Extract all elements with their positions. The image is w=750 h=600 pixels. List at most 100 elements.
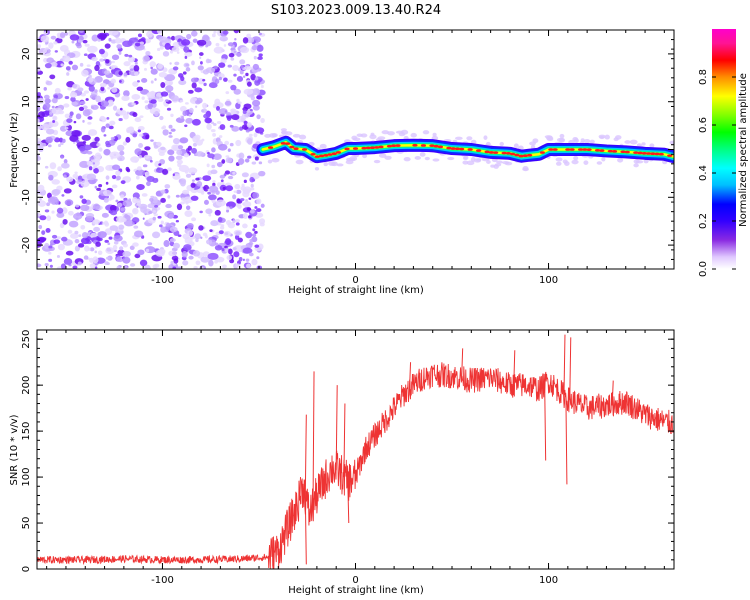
noise-speck — [224, 170, 231, 175]
noise-speck — [236, 76, 244, 82]
noise-speck — [191, 82, 197, 89]
noise-speck — [225, 91, 230, 95]
snr-dip — [565, 397, 568, 485]
noise-speck — [63, 174, 67, 178]
noise-speck — [150, 68, 158, 75]
noise-speck — [78, 106, 85, 112]
noise-speck — [206, 123, 212, 130]
noise-speck — [202, 175, 212, 182]
noise-speck — [233, 190, 238, 193]
noise-speck — [237, 204, 242, 210]
track-core — [412, 143, 418, 147]
noise-speck — [66, 72, 70, 76]
noise-speck — [44, 262, 49, 267]
noise-speck — [119, 79, 122, 83]
noise-speck — [134, 253, 141, 259]
noise-speck — [205, 44, 209, 48]
noise-speck — [202, 34, 210, 42]
track-halo — [299, 134, 307, 140]
track-core — [586, 148, 592, 151]
noise-speck — [78, 234, 82, 238]
noise-speck — [208, 185, 219, 193]
noise-speck — [187, 230, 194, 236]
track-core — [582, 148, 588, 151]
spectrogram-y-tick-label: 10 — [21, 95, 32, 108]
track-core — [611, 150, 618, 153]
noise-speck — [79, 62, 84, 67]
noise-speck — [132, 133, 138, 138]
noise-speck — [81, 69, 89, 77]
track-halo — [499, 141, 504, 147]
track-core — [599, 149, 605, 152]
track-halo — [455, 136, 463, 141]
noise-speck — [88, 85, 95, 92]
noise-speck — [197, 65, 204, 71]
noise-speck — [162, 51, 170, 57]
noise-speck — [132, 81, 139, 87]
snr-spike — [299, 477, 302, 499]
noise-speck — [37, 118, 40, 123]
noise-speck — [101, 212, 109, 218]
noise-speck — [243, 103, 252, 110]
noise-speck — [137, 249, 145, 256]
noise-speck — [168, 131, 172, 135]
noise-speck — [160, 82, 166, 89]
noise-speck — [193, 265, 198, 269]
noise-speck — [251, 45, 258, 51]
noise-speck — [65, 250, 74, 256]
noise-speck — [45, 128, 55, 135]
noise-speck — [238, 152, 245, 160]
noise-speck — [190, 195, 199, 201]
noise-speck — [235, 231, 241, 236]
noise-speck — [225, 155, 230, 158]
noise-speck — [233, 251, 240, 258]
noise-speck — [115, 199, 119, 203]
noise-speck — [216, 121, 222, 125]
noise-speck — [218, 135, 223, 138]
track-core — [454, 147, 461, 151]
noise-speck — [128, 54, 133, 58]
noise-speck — [242, 37, 249, 44]
noise-speck — [210, 169, 218, 175]
noise-speck — [68, 220, 79, 228]
track-halo — [522, 166, 529, 171]
noise-speck — [85, 216, 94, 222]
noise-speck — [172, 41, 181, 48]
noise-speck — [191, 147, 198, 154]
noise-speck — [104, 228, 113, 236]
noise-speck — [180, 105, 187, 113]
noise-speck — [200, 61, 203, 65]
noise-speck — [254, 230, 258, 234]
noise-speck — [254, 206, 258, 209]
track-halo — [447, 156, 455, 161]
noise-speck — [107, 99, 114, 104]
spectrogram-x-tick-label: -100 — [151, 275, 174, 286]
noise-speck — [195, 177, 200, 181]
noise-speck — [217, 216, 223, 223]
track-halo — [422, 130, 430, 135]
noise-speck — [125, 136, 131, 143]
noise-speck — [132, 208, 137, 213]
noise-speck — [49, 112, 53, 115]
noise-speck — [183, 62, 190, 68]
track-core — [565, 148, 571, 151]
noise-speck — [92, 219, 101, 225]
noise-speck — [63, 188, 72, 194]
noise-speck — [234, 37, 237, 41]
noise-speck — [196, 181, 203, 187]
noise-speck — [67, 87, 72, 91]
noise-speck — [243, 179, 247, 184]
noise-speck — [54, 137, 61, 143]
noise-speck — [260, 203, 265, 208]
noise-speck — [176, 51, 180, 54]
noise-speck — [192, 118, 201, 126]
noise-speck — [219, 225, 225, 230]
spectrogram-plot-area — [37, 30, 674, 269]
noise-speck — [191, 60, 195, 66]
noise-speck — [86, 160, 92, 165]
track-core — [501, 151, 507, 155]
noise-speck — [119, 246, 124, 251]
noise-speck — [168, 250, 178, 257]
track-halo — [596, 161, 603, 165]
noise-speck — [202, 232, 208, 237]
